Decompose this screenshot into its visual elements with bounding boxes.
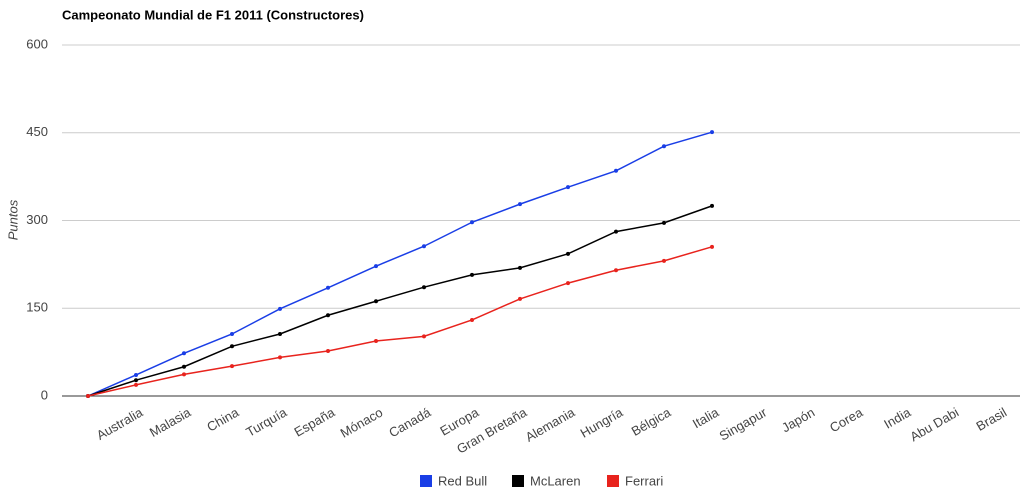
- x-tick-label: China: [204, 404, 242, 434]
- point: [230, 331, 234, 336]
- point: [278, 331, 282, 336]
- x-tick-label: Abu Dabi: [907, 405, 961, 445]
- legend-label: Red Bull: [438, 473, 487, 488]
- point: [470, 272, 474, 277]
- point: [374, 339, 378, 344]
- point: [614, 168, 618, 173]
- series-line: [87, 205, 713, 397]
- legend-label: McLaren: [530, 473, 581, 488]
- point: [326, 313, 330, 318]
- point: [326, 285, 330, 290]
- legend-label: Ferrari: [625, 473, 663, 488]
- point: [278, 306, 282, 311]
- x-tick-label: Turquía: [243, 404, 290, 440]
- point: [710, 130, 714, 135]
- x-tick-label: Bélgica: [629, 404, 674, 439]
- point: [422, 334, 426, 339]
- point: [518, 265, 522, 270]
- x-tick-label: Australia: [94, 404, 146, 443]
- point: [182, 351, 186, 356]
- point: [230, 364, 234, 369]
- point: [86, 394, 90, 398]
- point: [470, 220, 474, 225]
- y-tick-label: 450: [26, 124, 48, 139]
- point: [134, 378, 138, 383]
- series-line: [87, 246, 713, 397]
- y-tick-label: 600: [26, 36, 48, 51]
- point: [278, 355, 282, 360]
- x-tick-label: India: [881, 404, 914, 431]
- chart-title: Campeonato Mundial de F1 2011 (Construct…: [62, 7, 364, 22]
- point: [710, 203, 714, 208]
- series-line: [87, 131, 713, 397]
- point: [518, 202, 522, 207]
- x-tick-label: Alemania: [523, 404, 578, 444]
- point: [662, 220, 666, 225]
- point: [662, 258, 666, 263]
- legend-swatch: [512, 475, 524, 487]
- point: [182, 364, 186, 369]
- point: [134, 382, 138, 387]
- point: [614, 268, 618, 273]
- point: [470, 317, 474, 322]
- y-tick-label: 300: [26, 212, 48, 227]
- x-tick-label: Hungría: [578, 404, 626, 440]
- point: [374, 264, 378, 269]
- point: [374, 299, 378, 304]
- legend-swatch: [420, 475, 432, 487]
- x-tick-label: Singapur: [717, 404, 770, 443]
- x-tick-label: Mónaco: [338, 405, 386, 441]
- point: [710, 244, 714, 249]
- legend-swatch: [607, 475, 619, 487]
- point: [182, 372, 186, 377]
- x-tick-label: España: [292, 404, 338, 439]
- point: [614, 229, 618, 234]
- x-tick-label: Brasil: [974, 405, 1010, 434]
- x-tick-label: Japón: [779, 405, 817, 436]
- x-tick-label: Canadá: [386, 404, 434, 440]
- point: [566, 281, 570, 286]
- x-tick-label: Italia: [690, 404, 722, 431]
- point: [422, 244, 426, 249]
- point: [326, 348, 330, 353]
- x-tick-label: Malasia: [147, 404, 194, 440]
- point: [566, 251, 570, 256]
- point: [518, 296, 522, 301]
- y-tick-label: 150: [26, 300, 48, 315]
- point: [566, 185, 570, 190]
- point: [422, 285, 426, 290]
- y-tick-label: 0: [41, 387, 48, 402]
- y-axis-label: Puntos: [5, 199, 20, 240]
- point: [230, 344, 234, 349]
- point: [134, 372, 138, 377]
- x-tick-label: Corea: [827, 404, 866, 435]
- point: [662, 144, 666, 149]
